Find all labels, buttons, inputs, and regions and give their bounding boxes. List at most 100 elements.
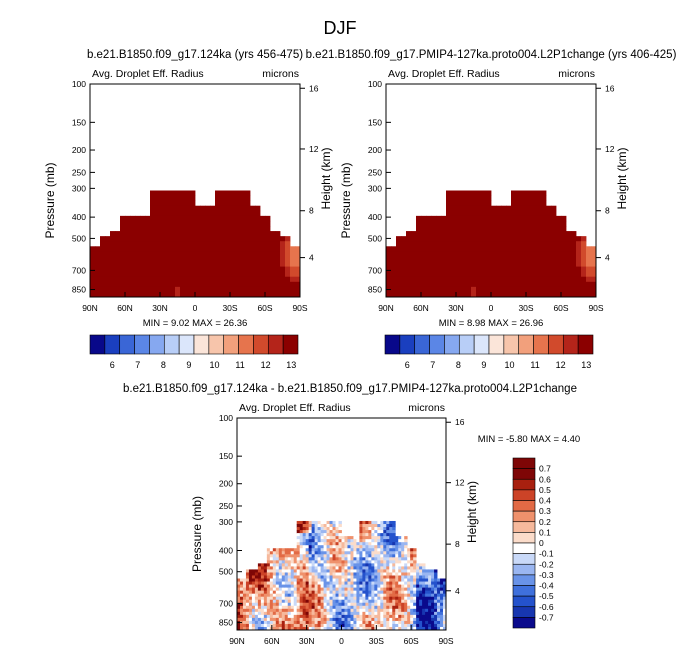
data-cell <box>245 581 250 585</box>
data-cell <box>395 596 399 601</box>
data-cell <box>269 605 274 610</box>
data-cell <box>356 626 360 631</box>
data-cell <box>254 608 259 613</box>
data-cell <box>308 545 313 549</box>
data-cell <box>308 590 313 595</box>
data-cell <box>140 220 146 227</box>
data-cell <box>398 596 402 601</box>
colorbar-box <box>512 500 536 512</box>
data-cell <box>170 251 176 257</box>
data-cell <box>413 569 417 573</box>
data-cell <box>431 256 437 262</box>
data-cell <box>426 286 432 293</box>
data-cell <box>441 256 447 262</box>
data-cell <box>165 236 171 242</box>
data-cell <box>245 210 251 217</box>
data-cell <box>260 236 266 242</box>
data-cell <box>350 590 354 595</box>
data-cell <box>180 190 186 196</box>
data-cell <box>511 200 517 207</box>
data-cell <box>320 590 324 595</box>
x-tick-label: 60N <box>413 303 429 313</box>
data-cell <box>425 569 429 573</box>
data-cell <box>175 205 181 212</box>
data-cell <box>344 542 348 546</box>
data-cell <box>155 291 161 298</box>
data-cell <box>350 623 354 628</box>
data-cell <box>195 251 201 257</box>
data-cell <box>180 291 186 298</box>
colorbar-box <box>223 334 239 355</box>
data-cell <box>521 271 527 278</box>
data-cell <box>350 602 354 607</box>
data-cell <box>521 281 527 288</box>
data-cell <box>541 286 547 293</box>
data-cell <box>511 246 517 252</box>
data-cell <box>311 617 316 622</box>
data-cell <box>160 200 166 207</box>
data-cell <box>115 271 121 278</box>
data-cell <box>323 572 327 576</box>
data-cell <box>392 590 396 595</box>
data-cell <box>428 581 432 585</box>
data-cell <box>255 291 261 298</box>
data-cell <box>371 587 375 592</box>
data-cell <box>407 587 411 592</box>
data-cell <box>230 231 236 237</box>
data-cell <box>368 563 372 567</box>
panel-units: microns <box>408 402 445 414</box>
data-cell <box>406 251 412 257</box>
data-cell <box>125 281 131 288</box>
data-cell <box>362 533 366 537</box>
data-cell <box>531 246 537 252</box>
data-cell <box>135 266 141 273</box>
colorbar-label: 9 <box>186 360 191 370</box>
data-cell <box>591 246 597 252</box>
data-cell <box>374 563 378 567</box>
data-cell <box>446 190 452 196</box>
data-cell <box>245 231 251 237</box>
data-cell <box>305 605 310 610</box>
data-cell <box>225 261 231 267</box>
data-cell <box>551 210 557 217</box>
data-cell <box>215 286 221 293</box>
data-cell <box>120 226 126 232</box>
data-cell <box>476 266 482 273</box>
data-cell <box>165 205 171 212</box>
data-cell <box>110 251 116 257</box>
data-cell <box>248 605 253 610</box>
data-cell <box>506 231 512 237</box>
data-cell <box>496 276 502 283</box>
data-cell <box>386 626 390 631</box>
data-cell <box>344 584 348 588</box>
data-cell <box>302 608 307 613</box>
data-cell <box>317 617 321 622</box>
data-cell <box>150 266 156 273</box>
data-cell <box>344 608 348 613</box>
data-cell <box>401 236 407 242</box>
data-cell <box>296 605 301 610</box>
data-cell <box>329 575 333 579</box>
data-cell <box>496 226 502 232</box>
data-cell <box>571 281 577 288</box>
data-cell <box>428 605 432 610</box>
data-cell <box>257 572 262 576</box>
data-cell <box>561 266 567 273</box>
data-cell <box>422 614 426 619</box>
data-cell <box>281 548 286 552</box>
data-cell <box>471 200 477 207</box>
data-cell <box>245 215 251 222</box>
data-cell <box>561 286 567 293</box>
data-cell <box>323 566 327 570</box>
data-cell <box>344 572 348 576</box>
data-cell <box>257 569 262 573</box>
data-cell <box>293 602 298 607</box>
data-cell <box>135 271 141 278</box>
data-cell <box>195 256 201 262</box>
data-cell <box>120 291 126 298</box>
data-cell <box>175 276 181 283</box>
data-cell <box>215 220 221 227</box>
data-cell <box>496 286 502 293</box>
data-cell <box>317 596 321 601</box>
data-cell <box>521 215 527 222</box>
